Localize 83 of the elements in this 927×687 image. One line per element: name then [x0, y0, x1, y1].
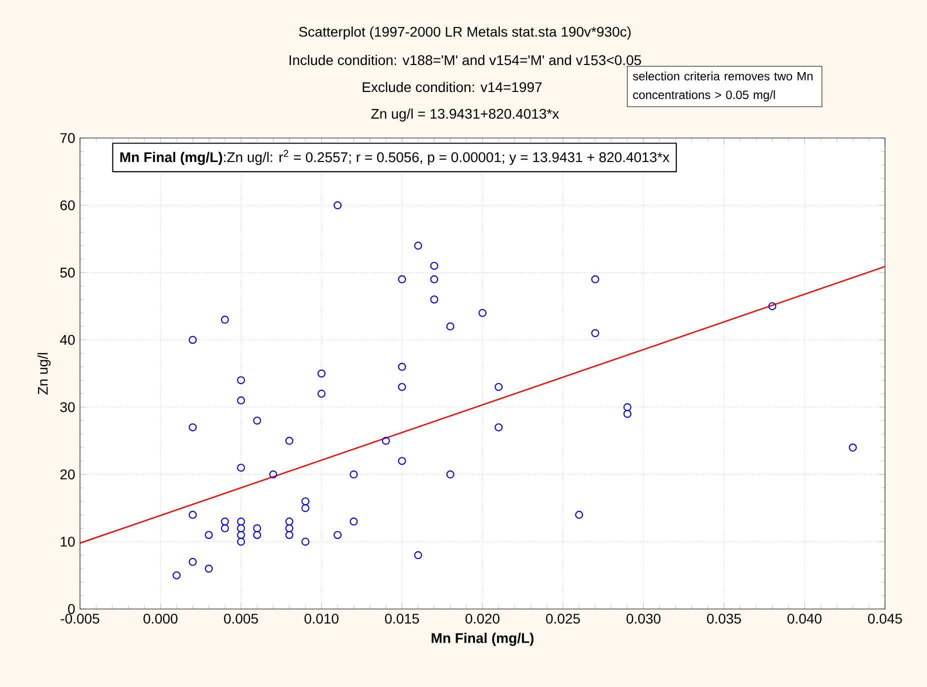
point: [768, 302, 776, 310]
point: [575, 510, 584, 519]
point: [285, 530, 294, 539]
point: [446, 470, 454, 478]
x-axis-title: Mn Final (mg/L): [432, 632, 534, 646]
x-tick-label: 0.040: [788, 614, 822, 624]
point: [220, 518, 229, 526]
point: [237, 464, 246, 472]
x-tick-label: 0.045: [868, 614, 902, 624]
point: [623, 410, 632, 418]
point: [591, 275, 600, 284]
point: [382, 436, 390, 445]
point: [318, 390, 326, 398]
point: [237, 396, 246, 404]
y-axis-title: Zn ug/l: [38, 353, 51, 394]
point: [478, 308, 487, 317]
point: [350, 518, 358, 526]
point: [494, 382, 503, 391]
x-tick-label: 0.030: [626, 614, 660, 624]
x-tick-label: 0.035: [707, 614, 741, 624]
point: [188, 423, 197, 432]
y-tick-label: 20: [60, 469, 75, 480]
point: [204, 564, 213, 573]
point: [398, 382, 406, 391]
text: Exclude condition: v14=1997: [362, 82, 542, 92]
x-tick-label: 0.020: [466, 614, 500, 624]
x-tick-label: 0.005: [224, 614, 258, 624]
point: [237, 376, 246, 384]
point: [318, 370, 326, 378]
x-tick-label: 0.010: [304, 614, 338, 624]
point: [398, 362, 406, 371]
y-tick-label: 10: [60, 536, 75, 547]
point: [301, 538, 310, 546]
point: [591, 329, 600, 338]
point: [237, 538, 246, 546]
x-tick-label: 0.015: [385, 614, 419, 624]
point: [301, 497, 310, 506]
y-tick-label: 50: [60, 268, 75, 278]
x-tick-label: 0.000: [144, 614, 178, 624]
point: [414, 242, 422, 250]
point: [285, 524, 294, 532]
point: [285, 518, 294, 526]
x-tick-label: 0.025: [546, 614, 580, 624]
point: [334, 530, 342, 539]
point: [204, 530, 213, 539]
point: [253, 530, 262, 539]
text: Zn ug/l = 13.9431+820.4013*x: [371, 108, 559, 122]
chart-title: Scatterplot (1997-2000 LR Metals stat.sta 190v*930c): [299, 26, 631, 40]
point: [414, 551, 422, 560]
point: [188, 510, 197, 519]
point: [398, 275, 406, 284]
point: [188, 558, 197, 566]
point: [494, 423, 503, 432]
y-tick-label: 30: [60, 402, 75, 412]
point: [430, 262, 438, 270]
point: [220, 524, 229, 532]
point: [237, 518, 246, 526]
point: [285, 436, 294, 445]
point: [237, 524, 246, 532]
point: [430, 295, 438, 304]
point: [253, 524, 262, 532]
y-tick-label: 0: [68, 604, 75, 614]
annotation: Mn Final (mg/L):Zn ug/l: r$^{2}$ = 0.2557; r = 0.5056, p = 0.00001; y = 13.9431 + 820.4013*x: [120, 150, 670, 166]
chart-subtitle: Include condition: v188='M' and v154='M' and v153<0.05: [290, 54, 641, 66]
x-tick-label: -0.005: [60, 614, 100, 624]
point: [269, 470, 278, 478]
point: [220, 316, 229, 324]
point: [623, 403, 632, 412]
point: [253, 416, 262, 425]
y-tick-label: 70: [60, 133, 75, 143]
y-tick-label: 40: [60, 334, 75, 345]
point: [350, 470, 358, 478]
point: [301, 504, 310, 512]
point: [188, 336, 197, 344]
point: [446, 322, 454, 330]
text: selection criteria removes two Mn concentrations > 0.05 mg/l: [632, 72, 813, 102]
point: [334, 201, 342, 210]
y-tick-label: 60: [60, 200, 75, 210]
point: [848, 444, 857, 452]
point: [398, 456, 406, 465]
point: [237, 530, 246, 539]
point: [172, 571, 181, 580]
point: [430, 275, 438, 284]
